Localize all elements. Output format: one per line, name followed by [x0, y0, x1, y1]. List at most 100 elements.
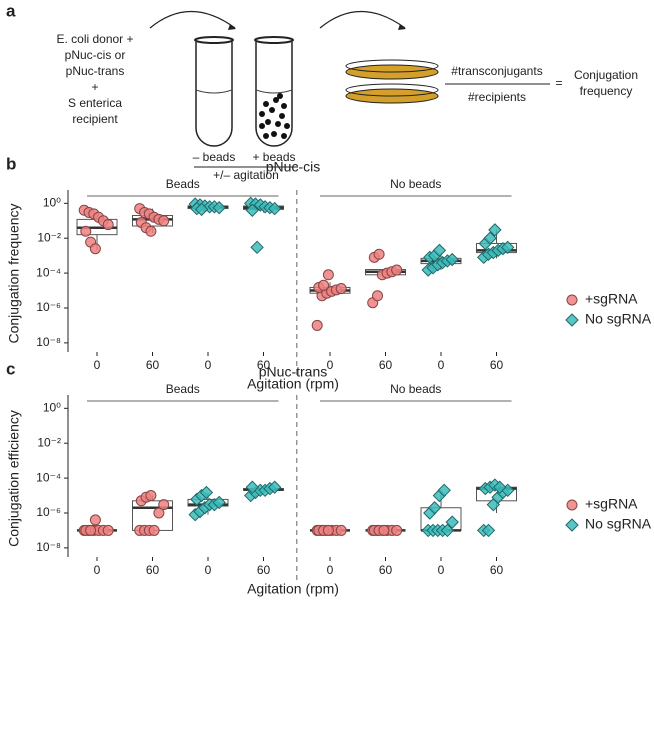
fraction-denominator: #recipients	[468, 90, 526, 104]
data-point	[102, 524, 114, 536]
data-point	[335, 283, 347, 295]
tube	[255, 42, 293, 147]
arrow	[149, 11, 236, 29]
data-point	[153, 507, 165, 519]
y-axis-label: Conjugation efficiency	[6, 410, 22, 547]
data-point	[145, 490, 157, 502]
data-point	[445, 252, 459, 267]
data-point	[245, 480, 260, 494]
panel-letter: b	[6, 154, 16, 173]
facet-label: Beads	[166, 382, 200, 396]
data-point	[158, 215, 170, 227]
data-point	[481, 523, 496, 538]
x-tick-label: 60	[379, 358, 393, 372]
chart-title: pNuc-cis	[266, 159, 320, 175]
data-point	[373, 248, 385, 260]
x-tick-label: 0	[438, 358, 445, 372]
data-point	[432, 243, 447, 258]
data-point	[322, 269, 334, 281]
y-tick-label: 10⁻⁸	[36, 540, 61, 554]
facet-label: No beads	[390, 382, 441, 396]
data-point	[391, 524, 403, 536]
x-tick-label: 60	[146, 563, 160, 577]
data-point	[89, 243, 101, 255]
data-point	[427, 501, 442, 515]
y-tick-label: 10⁰	[43, 195, 61, 209]
data-point	[322, 524, 334, 536]
legend-label: +sgRNA	[585, 291, 638, 307]
x-tick-label: 60	[379, 563, 393, 577]
data-point	[102, 219, 114, 231]
panel-letter: c	[6, 359, 15, 378]
data-point	[500, 240, 515, 255]
data-point	[492, 480, 507, 494]
data-point	[194, 202, 209, 217]
data-point	[267, 480, 282, 494]
data-point	[245, 203, 260, 217]
x-tick-label: 0	[327, 358, 334, 372]
panel-a: a E. coli donor + pNuc-cis or pNuc-trans…	[6, 1, 638, 182]
y-tick-label: 10⁻⁴	[36, 470, 61, 484]
donor-text: +	[91, 80, 98, 94]
facet-label: No beads	[390, 177, 441, 191]
legend-label: No sgRNA	[585, 311, 652, 327]
data-point	[445, 515, 459, 529]
data-point	[437, 483, 451, 498]
data-point	[85, 524, 97, 536]
data-point	[199, 485, 214, 500]
data-point	[148, 524, 160, 536]
x-tick-label: 0	[94, 563, 101, 577]
x-tick-label: 0	[205, 563, 212, 577]
y-tick-label: 10⁻²	[37, 230, 61, 244]
y-tick-label: 10⁰	[43, 400, 61, 414]
y-tick-label: 10⁻²	[37, 435, 61, 449]
data-point	[145, 225, 157, 237]
x-tick-label: 0	[205, 358, 212, 372]
x-axis-label: Agitation (rpm)	[247, 376, 339, 392]
x-tick-label: 60	[257, 563, 271, 577]
data-point	[391, 264, 403, 276]
x-tick-label: 60	[490, 358, 504, 372]
data-point	[80, 225, 92, 237]
x-tick-label: 0	[438, 563, 445, 577]
facet-label: Beads	[166, 177, 200, 191]
x-tick-label: 60	[146, 358, 160, 372]
fraction-numerator: #transconjugants	[451, 64, 542, 78]
y-tick-label: 10⁻⁴	[36, 265, 61, 279]
petri-lid	[345, 83, 439, 97]
x-tick-label: 0	[94, 358, 101, 372]
legend-marker	[565, 313, 579, 327]
legend-marker	[566, 499, 578, 511]
arrow-head	[398, 24, 406, 30]
y-axis-label: Conjugation frequency	[6, 203, 22, 343]
data-point	[212, 495, 226, 510]
liquid-level	[255, 89, 293, 94]
donor-text: pNuc-cis or	[65, 48, 126, 62]
y-tick-label: 10⁻⁸	[36, 335, 61, 349]
data-point	[212, 201, 226, 215]
arrow-head	[228, 24, 236, 30]
tube	[195, 42, 233, 147]
data-point	[440, 523, 455, 538]
data-point	[158, 499, 170, 511]
result-text: frequency	[580, 84, 633, 98]
x-axis-label: Agitation (rpm)	[247, 581, 339, 597]
x-tick-label: 60	[490, 563, 504, 577]
donor-text: S enterica	[68, 96, 122, 110]
result-text: Conjugation	[574, 68, 638, 82]
chart-title: pNuc-trans	[259, 364, 327, 380]
donor-text: pNuc-trans	[66, 64, 125, 78]
petri-lid	[345, 59, 439, 73]
panel-letter: a	[6, 1, 16, 20]
legend-marker	[565, 518, 579, 532]
data-point	[89, 514, 101, 526]
data-point	[335, 524, 347, 536]
data-point	[250, 240, 264, 255]
beads	[259, 93, 290, 139]
agitation-label: +/– agitation	[213, 168, 279, 182]
data-point	[318, 279, 330, 291]
liquid-level	[195, 89, 233, 94]
arrow	[319, 11, 406, 29]
tube-label: – beads	[193, 150, 236, 164]
